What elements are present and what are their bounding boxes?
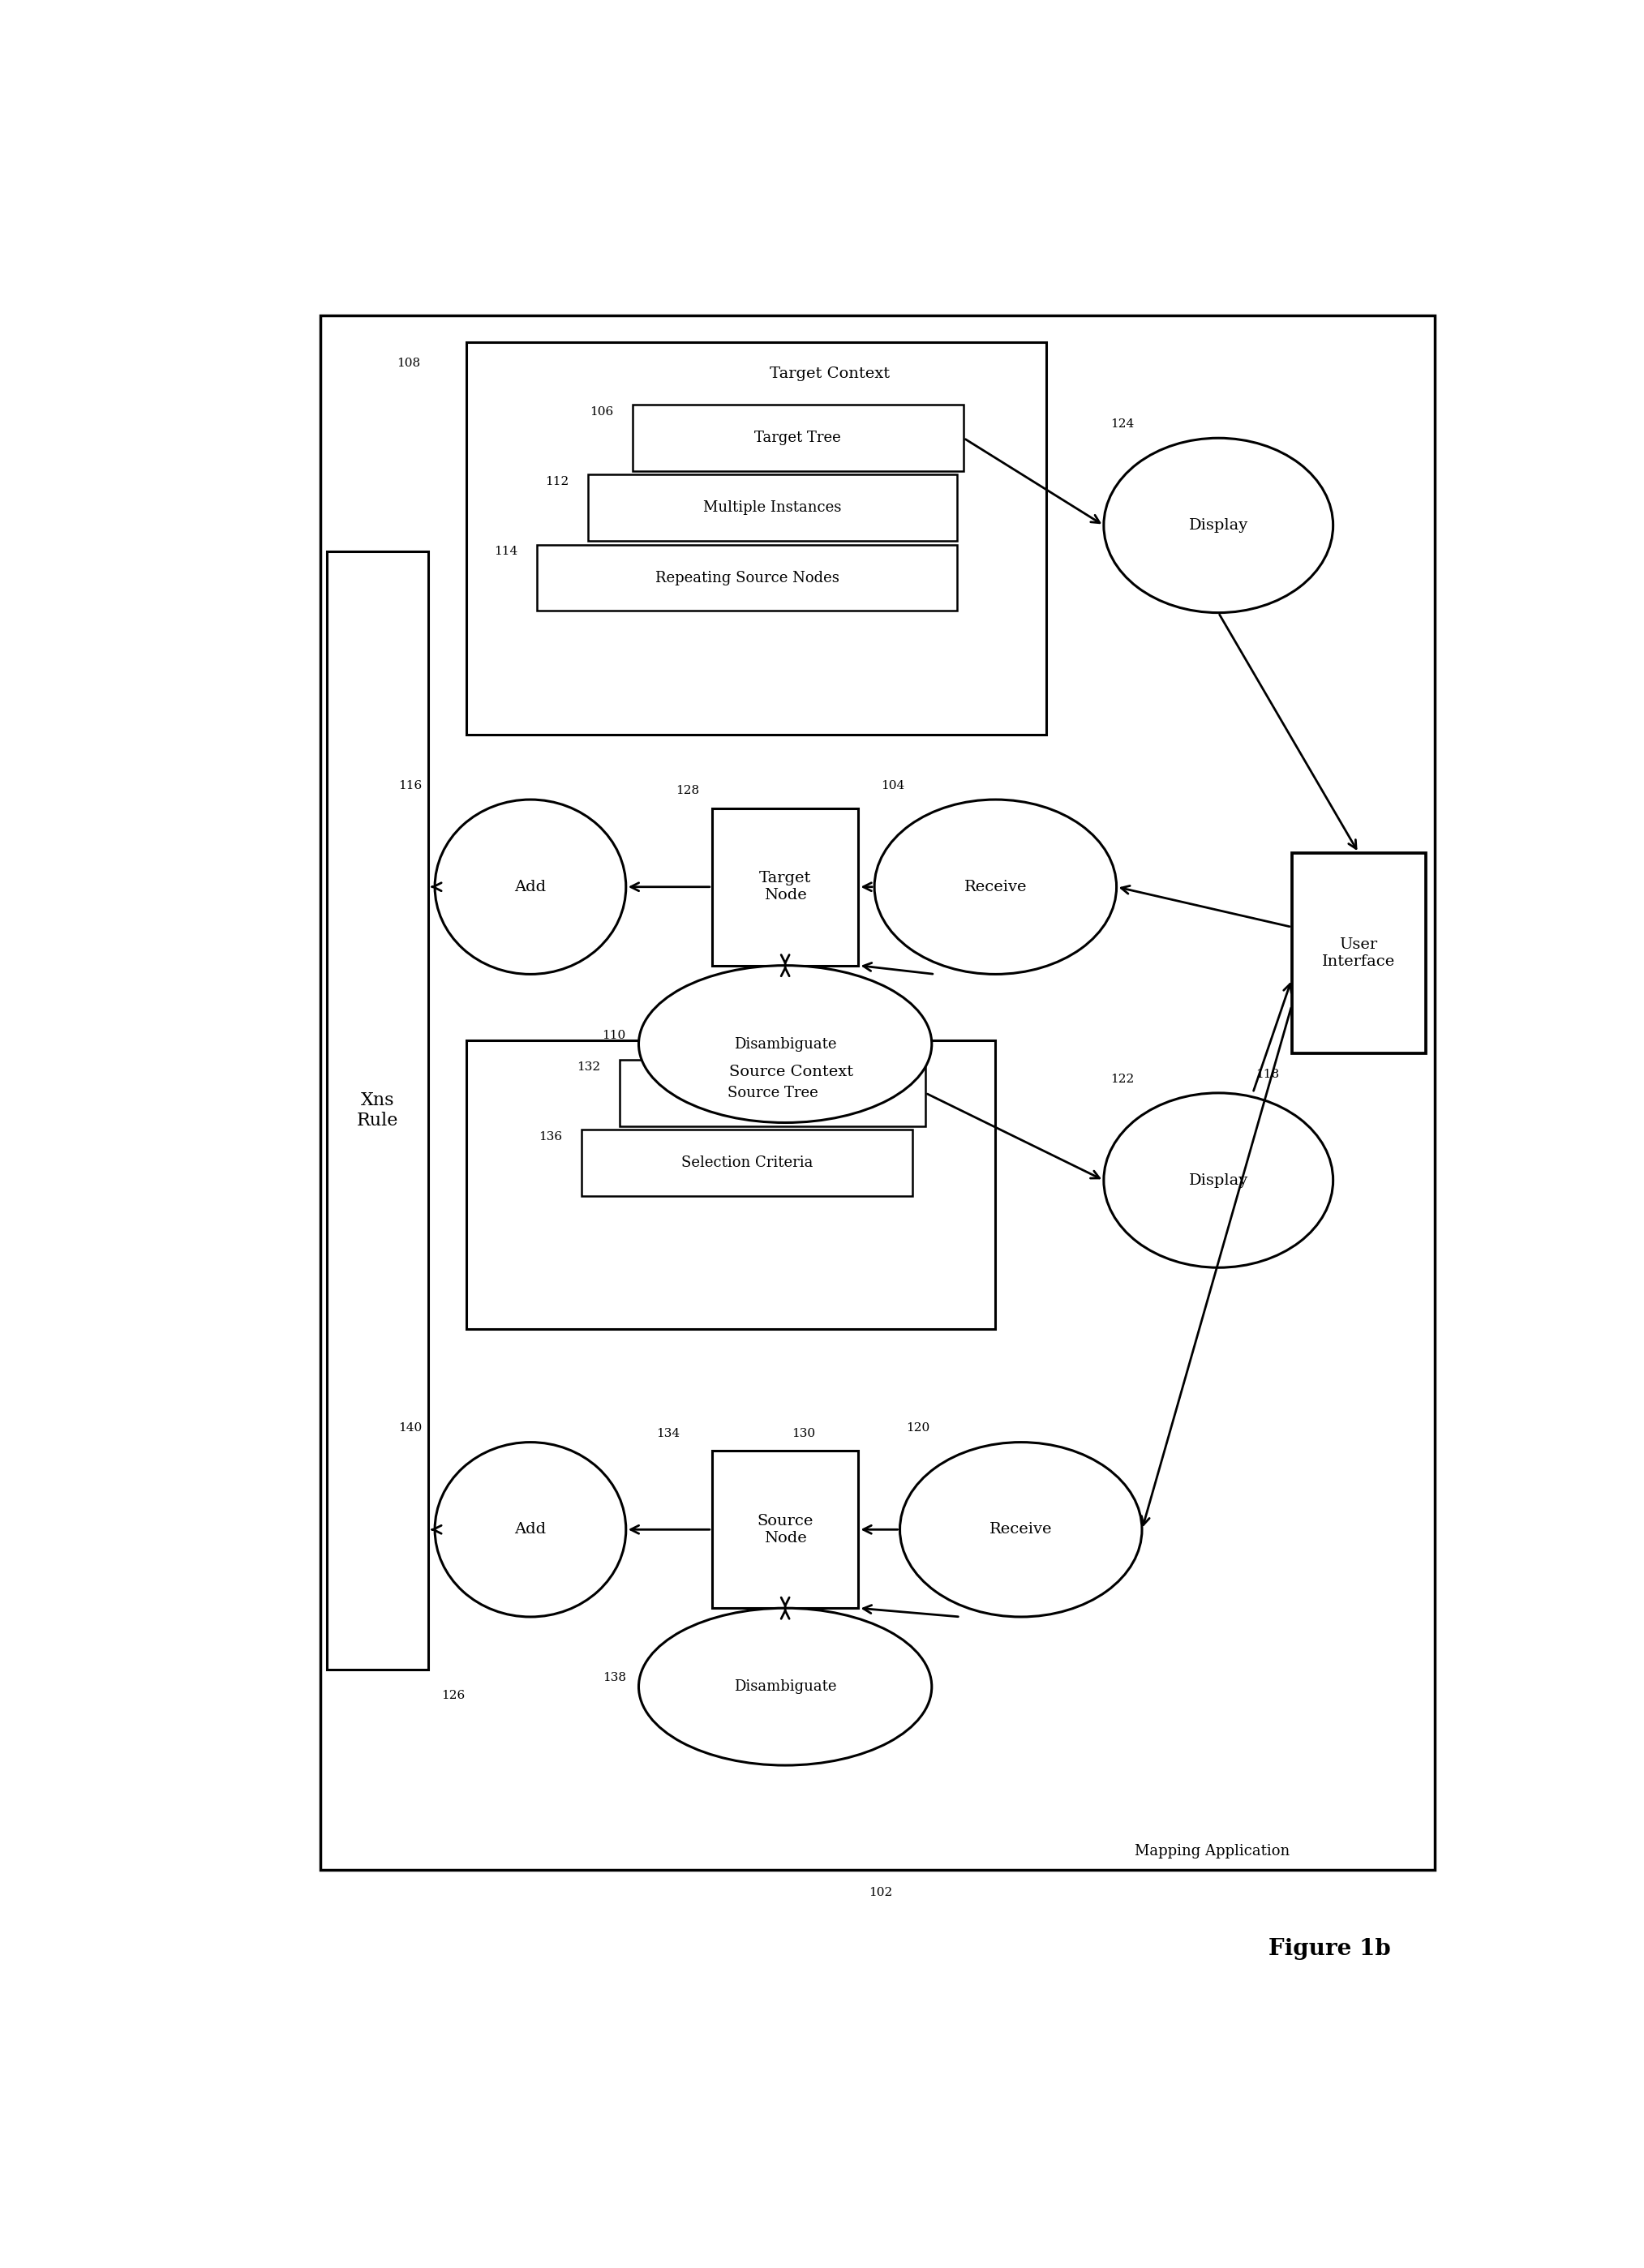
Text: User
Interface: User Interface [1322,937,1396,968]
Text: 106: 106 [590,406,613,417]
Text: 110: 110 [602,1030,626,1041]
Text: Source
Node: Source Node [758,1513,814,1545]
FancyBboxPatch shape [321,315,1435,1871]
Text: 108: 108 [396,358,421,370]
Text: 132: 132 [577,1061,600,1073]
Text: Add: Add [515,880,546,894]
Text: Receive: Receive [990,1522,1052,1538]
Text: 112: 112 [544,476,569,488]
FancyBboxPatch shape [327,551,429,1669]
Text: Disambiguate: Disambiguate [733,1678,837,1694]
Ellipse shape [1103,1093,1333,1268]
Text: Display: Display [1189,517,1248,533]
Text: Target
Node: Target Node [760,871,812,903]
FancyBboxPatch shape [712,1452,858,1608]
FancyBboxPatch shape [712,807,858,966]
Text: Figure 1b: Figure 1b [1268,1937,1391,1960]
FancyBboxPatch shape [589,474,957,542]
Text: Source Context: Source Context [730,1064,853,1080]
Text: Target Tree: Target Tree [755,431,842,445]
Ellipse shape [434,801,626,975]
FancyBboxPatch shape [620,1059,926,1127]
Text: 140: 140 [398,1422,423,1433]
Ellipse shape [434,1442,626,1617]
Text: 126: 126 [441,1690,465,1701]
Ellipse shape [875,801,1116,975]
FancyBboxPatch shape [1292,853,1425,1055]
Text: 124: 124 [1110,417,1134,429]
Text: Mapping Application: Mapping Application [1134,1844,1289,1857]
Text: Multiple Instances: Multiple Instances [704,501,842,515]
FancyBboxPatch shape [467,342,1047,735]
Ellipse shape [640,1608,932,1765]
Text: Xns
Rule: Xns Rule [357,1091,398,1129]
Text: Add: Add [515,1522,546,1538]
FancyBboxPatch shape [536,544,957,610]
Text: Receive: Receive [963,880,1028,894]
Text: 104: 104 [881,780,904,792]
Text: 130: 130 [792,1429,815,1440]
Text: 122: 122 [1110,1073,1134,1084]
Text: Source Tree: Source Tree [727,1086,817,1100]
Text: 120: 120 [906,1422,931,1433]
Text: 138: 138 [602,1672,626,1683]
Text: 128: 128 [676,785,699,796]
FancyBboxPatch shape [467,1041,996,1329]
Text: Repeating Source Nodes: Repeating Source Nodes [654,572,838,585]
FancyBboxPatch shape [582,1129,912,1195]
Text: 134: 134 [656,1429,681,1440]
Text: 114: 114 [493,547,518,558]
Ellipse shape [640,966,932,1123]
Text: Disambiguate: Disambiguate [733,1036,837,1052]
Text: Display: Display [1189,1173,1248,1188]
Text: 116: 116 [398,780,423,792]
FancyBboxPatch shape [633,406,963,472]
Text: 102: 102 [870,1887,893,1898]
Text: 136: 136 [539,1132,562,1143]
Text: Selection Criteria: Selection Criteria [681,1154,812,1170]
Text: Target Context: Target Context [769,365,889,381]
Ellipse shape [899,1442,1143,1617]
Ellipse shape [1103,438,1333,612]
Text: 118: 118 [1256,1068,1279,1080]
